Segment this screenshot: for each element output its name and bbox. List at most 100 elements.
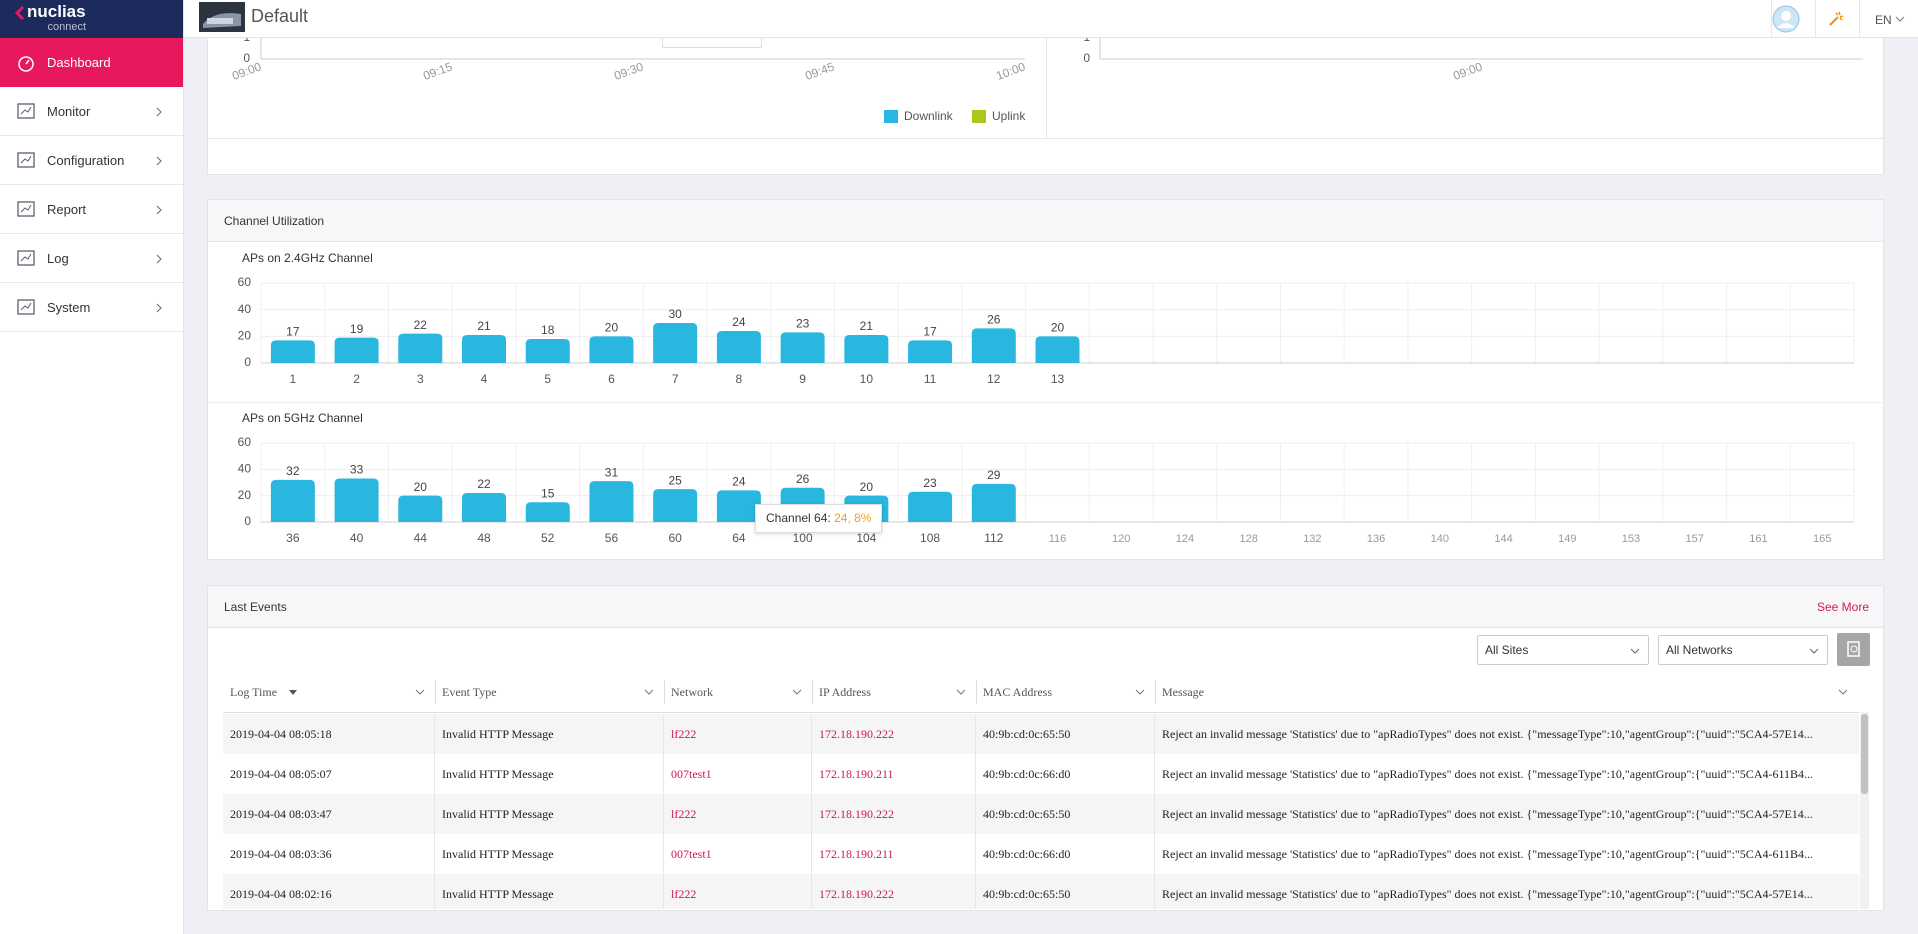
scrollbar-thumb[interactable] bbox=[1861, 714, 1868, 794]
wizard-icon[interactable] bbox=[1827, 10, 1845, 28]
x-tick-label: 5 bbox=[544, 372, 551, 386]
data-label: 32 bbox=[286, 464, 300, 478]
sort-indicator bbox=[289, 690, 297, 695]
chevron bbox=[1630, 648, 1640, 654]
column-divider bbox=[1155, 680, 1156, 704]
menu-item[interactable]: Configuration bbox=[0, 136, 183, 185]
column-menu[interactable] bbox=[1135, 688, 1145, 696]
table-cell: Invalid HTTP Message bbox=[435, 834, 664, 874]
data-label: 31 bbox=[605, 465, 619, 479]
language-select[interactable]: EN bbox=[1875, 13, 1892, 27]
table-cell: 172.18.190.222 bbox=[812, 714, 976, 754]
data-label: 20 bbox=[605, 321, 619, 335]
bar bbox=[653, 323, 698, 363]
table-cell: Reject an invalid message 'Statistics' d… bbox=[1162, 887, 1813, 901]
column-menu[interactable] bbox=[956, 688, 966, 696]
column-header[interactable]: Event Type bbox=[442, 685, 497, 699]
data-label: 30 bbox=[669, 307, 683, 321]
export-button[interactable] bbox=[1837, 633, 1870, 666]
table-cell: Invalid HTTP Message bbox=[435, 754, 664, 794]
menu-item[interactable]: System bbox=[0, 283, 183, 332]
data-label: 17 bbox=[923, 325, 937, 339]
card-title: Channel Utilization bbox=[224, 214, 325, 228]
table-row[interactable]: 2019-04-04 08:03:47 Invalid HTTP Message l… bbox=[223, 794, 1859, 835]
column-menu[interactable] bbox=[1838, 688, 1848, 696]
network-filter[interactable]: All Networks bbox=[1658, 635, 1828, 665]
menu-icon bbox=[17, 103, 35, 119]
column-header[interactable]: IP Address bbox=[819, 685, 871, 699]
y-tick-label: 0 bbox=[243, 51, 250, 65]
data-label: 25 bbox=[669, 473, 683, 487]
menu-item[interactable]: Monitor bbox=[0, 87, 183, 136]
x-tick-label: 12 bbox=[987, 372, 1001, 386]
logo-subtext: connect bbox=[47, 21, 86, 33]
x-tick-label: 2 bbox=[353, 372, 360, 386]
column-header[interactable]: MAC Address bbox=[983, 685, 1053, 699]
tooltip-percent: 8% bbox=[854, 511, 872, 525]
chevron bbox=[1809, 648, 1819, 654]
card-header: Last Events See More bbox=[208, 586, 1883, 628]
bar bbox=[1035, 336, 1080, 363]
x-tick-label: 112 bbox=[984, 531, 1003, 545]
user-avatar[interactable] bbox=[1772, 5, 1800, 33]
divider bbox=[208, 402, 1883, 403]
header: Default EN bbox=[183, 0, 1918, 38]
chart-title: APs on 2.4GHz Channel bbox=[242, 251, 373, 265]
column-menu[interactable] bbox=[792, 688, 802, 696]
data-label: 22 bbox=[414, 318, 428, 332]
table-cell: 007test1 bbox=[664, 754, 812, 794]
divider bbox=[1859, 0, 1860, 38]
logo[interactable]: nuclias connect bbox=[0, 0, 183, 38]
header-title: Default bbox=[251, 6, 309, 26]
site-thumbnail[interactable] bbox=[199, 2, 245, 32]
table-cell: 2019-04-04 08:05:07 bbox=[223, 754, 435, 794]
x-tick-label: 56 bbox=[605, 531, 619, 545]
x-tick-label: 4 bbox=[481, 372, 488, 386]
column-divider bbox=[976, 680, 977, 704]
data-label: 22 bbox=[477, 477, 491, 491]
see-more-link[interactable]: See More bbox=[1816, 600, 1869, 614]
x-tick-label: 120 bbox=[1112, 533, 1130, 545]
x-tick-label: 132 bbox=[1303, 533, 1321, 545]
menu-label: Dashboard bbox=[47, 55, 111, 70]
column-header[interactable]: Network bbox=[671, 685, 713, 699]
card-header: Channel Utilization bbox=[208, 200, 1883, 242]
x-tick-label: 124 bbox=[1176, 533, 1194, 545]
table-row[interactable]: 2019-04-04 08:05:07 Invalid HTTP Message 0… bbox=[223, 754, 1859, 795]
x-tick-label: 09:00 bbox=[230, 59, 263, 83]
logo-text: nuclias bbox=[27, 2, 86, 21]
site-filter[interactable]: All Sites bbox=[1477, 635, 1649, 665]
table-cell: Reject an invalid message 'Statistics' d… bbox=[1162, 847, 1814, 861]
x-tick-label: 100 bbox=[793, 531, 813, 545]
column-header[interactable]: Log Time bbox=[230, 685, 278, 699]
table-row[interactable]: 2019-04-04 08:02:16 Invalid HTTP Message l… bbox=[223, 874, 1859, 909]
data-label: 19 bbox=[350, 322, 364, 336]
x-tick-label: 11 bbox=[924, 372, 937, 386]
column-menu[interactable] bbox=[415, 688, 425, 696]
data-label: 20 bbox=[1051, 321, 1065, 335]
x-tick-label: 64 bbox=[732, 531, 746, 545]
table-cell: 40:9b:cd:0c:65:50 bbox=[976, 714, 1155, 754]
bar bbox=[716, 331, 761, 363]
table-cell: Reject an invalid message 'Statistics' d… bbox=[1162, 727, 1813, 741]
divider bbox=[1046, 0, 1047, 138]
column-menu[interactable] bbox=[644, 688, 654, 696]
menu-item[interactable]: Log bbox=[0, 234, 183, 283]
divider bbox=[1771, 0, 1772, 38]
data-label: 21 bbox=[860, 319, 874, 333]
table-header: Log Time Event Type Network IP Address MAC A… bbox=[223, 672, 1859, 713]
menu-item[interactable]: Dashboard bbox=[0, 38, 183, 87]
data-label: 20 bbox=[414, 480, 428, 494]
card-title: Last Events bbox=[224, 600, 287, 614]
column-header[interactable]: Message bbox=[1162, 685, 1204, 699]
table-row[interactable]: 2019-04-04 08:03:36 Invalid HTTP Message 0… bbox=[223, 834, 1859, 875]
table-cell: lf222 bbox=[664, 874, 812, 909]
data-label: 17 bbox=[286, 325, 300, 339]
bar bbox=[844, 335, 889, 363]
table-row[interactable]: 2019-04-04 08:05:18 Invalid HTTP Message l… bbox=[223, 714, 1859, 755]
table-cell: lf222 bbox=[664, 714, 812, 754]
menu-icon bbox=[17, 250, 35, 266]
menu-item[interactable]: Report bbox=[0, 185, 183, 234]
menu-label: Monitor bbox=[47, 103, 91, 119]
bar bbox=[525, 339, 570, 363]
